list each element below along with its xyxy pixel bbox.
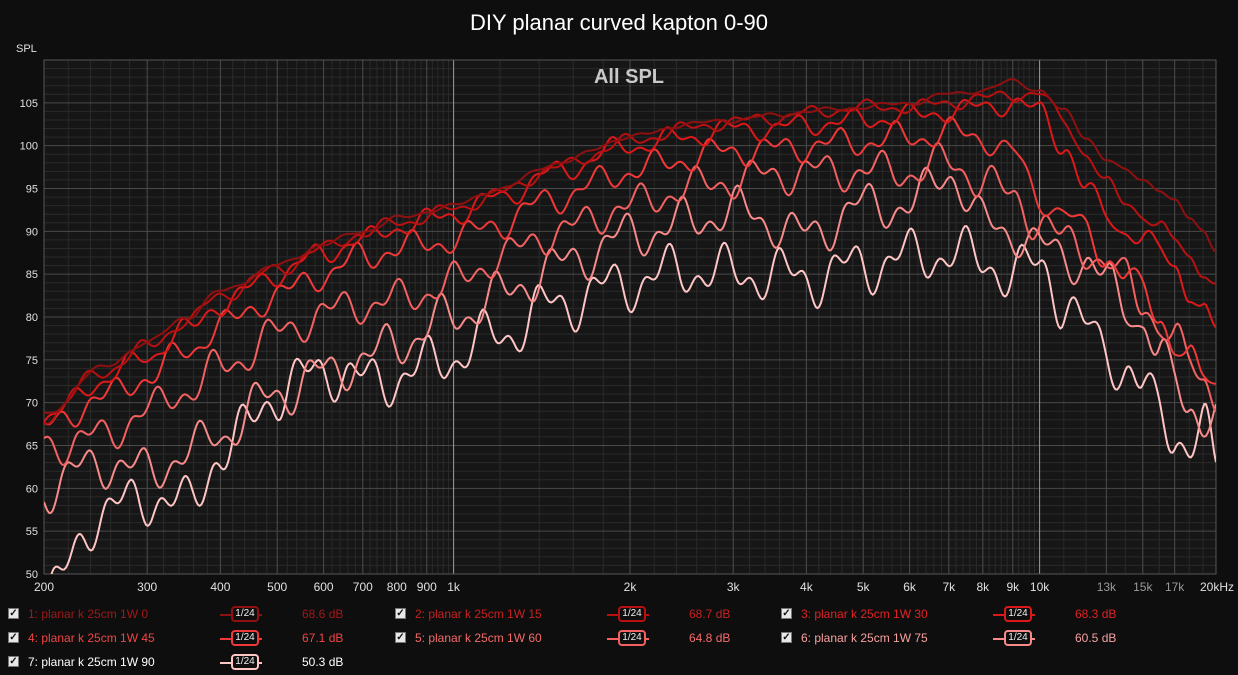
legend-level: 60.5 dB (1075, 631, 1117, 645)
legend-level: 68.7 dB (689, 607, 731, 621)
x-tick-label: 500 (267, 580, 287, 594)
legend-item[interactable]: ✓ 3: planar k 25cm 1W 30 1/24 68.3 dB (781, 605, 1161, 627)
x-tick-label: 20kHz (1200, 580, 1234, 594)
legend-checkbox[interactable]: ✓ (395, 632, 406, 643)
legend-item[interactable]: ✓ 5: planar k 25cm 1W 60 1/24 64.8 dB (395, 629, 775, 651)
y-tick-label: 100 (20, 141, 38, 153)
y-tick-label: 55 (26, 526, 38, 538)
legend-checkbox[interactable]: ✓ (781, 632, 792, 643)
x-tick-label: 800 (387, 580, 407, 594)
y-axis-label: SPL (16, 43, 37, 55)
series-line-4 (44, 116, 1216, 428)
x-tick-label: 4k (800, 580, 814, 594)
x-tick-label: 2k (624, 580, 638, 594)
x-tick-label: 600 (314, 580, 334, 594)
legend-label: 1: planar k 25cm 1W 0 (28, 607, 149, 621)
legend-level: 68.6 dB (302, 607, 344, 621)
x-tick-label: 9k (1006, 580, 1020, 594)
x-tick-label: 8k (976, 580, 990, 594)
legend-level: 67.1 dB (302, 631, 344, 645)
y-tick-label: 60 (26, 483, 38, 495)
x-tick-label: 700 (353, 580, 373, 594)
series-line-5 (44, 141, 1216, 466)
legend-item[interactable]: ✓ 4: planar k 25cm 1W 45 1/24 67.1 dB (8, 629, 388, 651)
legend-label: 4: planar k 25cm 1W 45 (28, 631, 155, 645)
series-line-6 (44, 166, 1216, 515)
y-tick-label: 95 (26, 184, 38, 196)
x-tick-label: 15k (1133, 580, 1153, 594)
x-tick-label: 10k (1030, 580, 1050, 594)
y-tick-label: 85 (26, 269, 38, 281)
y-tick-label: 90 (26, 226, 38, 238)
legend-label: 6: planar k 25cm 1W 75 (801, 631, 928, 645)
y-tick-label: 75 (26, 355, 38, 367)
x-tick-label: 3k (727, 580, 741, 594)
legend-level: 50.3 dB (302, 655, 344, 669)
tick-labels: 200 300 400 500 600 700 800 900 1k 2k 3k 4k 5k 6k 7k 8k… (20, 98, 1234, 594)
x-tick-label: 200 (34, 580, 54, 594)
legend-level: 64.8 dB (689, 631, 731, 645)
chart-subtitle: All SPL (594, 66, 664, 88)
x-tick-label: 1k (447, 580, 461, 594)
x-tick-label: 13k (1097, 580, 1117, 594)
legend-label: 3: planar k 25cm 1W 30 (801, 607, 928, 621)
legend-label: 2: planar k 25cm 1W 15 (415, 607, 542, 621)
series-line-1 (44, 78, 1216, 414)
x-tick-label: 5k (857, 580, 871, 594)
legend-checkbox[interactable]: ✓ (8, 608, 19, 619)
series-line-7 (50, 225, 1216, 574)
y-tick-label: 50 (26, 569, 38, 581)
legend-checkbox[interactable]: ✓ (395, 608, 406, 619)
legend-label: 7: planar k 25cm 1W 90 (28, 655, 155, 669)
x-tick-label: 300 (137, 580, 157, 594)
x-tick-label: 6k (903, 580, 917, 594)
legend-checkbox[interactable]: ✓ (8, 656, 19, 667)
legend-checkbox[interactable]: ✓ (781, 608, 792, 619)
legend-item[interactable]: ✓ 7: planar k 25cm 1W 90 1/24 50.3 dB (8, 653, 388, 675)
y-tick-label: 105 (20, 98, 38, 110)
y-tick-label: 70 (26, 398, 38, 410)
chart: 200 300 400 500 600 700 800 900 1k 2k 3k 4k 5k 6k 7k 8k… (16, 10, 1234, 594)
smoothing-button[interactable]: 1/24 (231, 606, 259, 622)
legend-level: 68.3 dB (1075, 607, 1117, 621)
legend-checkbox[interactable]: ✓ (8, 632, 19, 643)
legend-item[interactable]: ✓ 2: planar k 25cm 1W 15 1/24 68.7 dB (395, 605, 775, 627)
x-tick-label: 400 (210, 580, 230, 594)
legend-item[interactable]: ✓ 1: planar k 25cm 1W 0 1/24 68.6 dB (8, 605, 388, 627)
legend-label: 5: planar k 25cm 1W 60 (415, 631, 542, 645)
y-tick-label: 80 (26, 312, 38, 324)
legend-item[interactable]: ✓ 6: planar k 25cm 1W 75 1/24 60.5 dB (781, 629, 1161, 651)
smoothing-button[interactable]: 1/24 (1004, 630, 1032, 646)
series-layer (44, 78, 1216, 574)
plot-frame (43, 59, 1217, 575)
legend: ✓ 1: planar k 25cm 1W 0 1/24 68.6 dB ✓ 2: pla… (0, 601, 1238, 675)
x-tick-label: 17k (1165, 580, 1185, 594)
smoothing-button[interactable]: 1/24 (231, 630, 259, 646)
x-tick-label: 900 (417, 580, 437, 594)
y-tick-label: 65 (26, 441, 38, 453)
smoothing-button[interactable]: 1/24 (231, 654, 259, 670)
x-tick-label: 7k (942, 580, 956, 594)
smoothing-button[interactable]: 1/24 (618, 606, 646, 622)
chart-title: DIY planar curved kapton 0-90 (470, 10, 768, 35)
smoothing-button[interactable]: 1/24 (618, 630, 646, 646)
smoothing-button[interactable]: 1/24 (1004, 606, 1032, 622)
